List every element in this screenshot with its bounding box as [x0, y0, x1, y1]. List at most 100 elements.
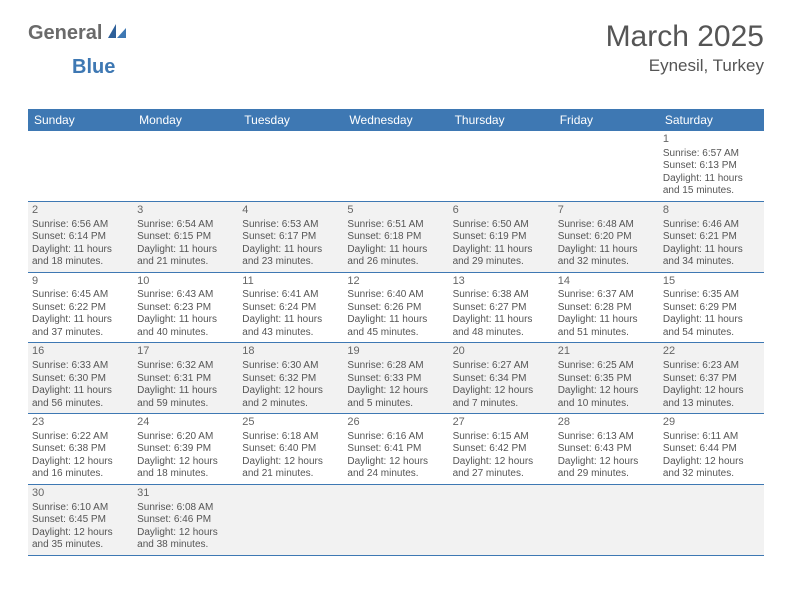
day-info-line: Daylight: 12 hours: [663, 456, 760, 469]
day-number: 22: [663, 345, 760, 359]
day-number: 27: [453, 416, 550, 430]
day-info-line: Sunset: 6:15 PM: [137, 231, 234, 244]
day-info-line: and 34 minutes.: [663, 256, 760, 269]
month-title: March 2025: [606, 20, 764, 54]
day-info-line: and 40 minutes.: [137, 327, 234, 340]
day-info-line: Sunrise: 6:56 AM: [32, 219, 129, 232]
day-cell: 29Sunrise: 6:11 AMSunset: 6:44 PMDayligh…: [659, 414, 764, 484]
day-info-line: Sunrise: 6:13 AM: [558, 431, 655, 444]
day-info-line: Sunset: 6:29 PM: [663, 302, 760, 315]
day-cell: 3Sunrise: 6:54 AMSunset: 6:15 PMDaylight…: [133, 202, 238, 272]
day-info-line: Daylight: 11 hours: [347, 244, 444, 257]
day-info-line: Sunset: 6:33 PM: [347, 373, 444, 386]
day-cell: 27Sunrise: 6:15 AMSunset: 6:42 PMDayligh…: [449, 414, 554, 484]
day-cell: 28Sunrise: 6:13 AMSunset: 6:43 PMDayligh…: [554, 414, 659, 484]
day-number: 30: [32, 487, 129, 501]
day-info-line: Sunset: 6:21 PM: [663, 231, 760, 244]
day-info-line: Daylight: 12 hours: [453, 385, 550, 398]
day-info-line: Sunrise: 6:23 AM: [663, 360, 760, 373]
day-info-line: and 29 minutes.: [558, 468, 655, 481]
day-info-line: Sunset: 6:35 PM: [558, 373, 655, 386]
day-info-line: Sunrise: 6:48 AM: [558, 219, 655, 232]
day-cell: 2Sunrise: 6:56 AMSunset: 6:14 PMDaylight…: [28, 202, 133, 272]
dow-cell: Sunday: [28, 109, 133, 131]
day-info-line: Sunset: 6:19 PM: [453, 231, 550, 244]
day-info-line: Sunset: 6:45 PM: [32, 514, 129, 527]
dow-cell: Friday: [554, 109, 659, 131]
day-cell: [449, 485, 554, 555]
day-number: 12: [347, 275, 444, 289]
day-info-line: Sunrise: 6:08 AM: [137, 502, 234, 515]
logo: General: [28, 22, 130, 45]
day-info-line: Sunset: 6:27 PM: [453, 302, 550, 315]
day-info-line: Daylight: 11 hours: [32, 244, 129, 257]
day-info-line: and 45 minutes.: [347, 327, 444, 340]
day-info-line: Sunset: 6:40 PM: [242, 443, 339, 456]
day-info-line: and 37 minutes.: [32, 327, 129, 340]
day-number: 24: [137, 416, 234, 430]
day-cell: 20Sunrise: 6:27 AMSunset: 6:34 PMDayligh…: [449, 343, 554, 413]
day-info-line: Sunset: 6:42 PM: [453, 443, 550, 456]
day-info-line: Sunset: 6:39 PM: [137, 443, 234, 456]
day-info-line: Sunrise: 6:38 AM: [453, 289, 550, 302]
day-info-line: Daylight: 11 hours: [137, 244, 234, 257]
day-info-line: Daylight: 12 hours: [32, 527, 129, 540]
day-info-line: Sunset: 6:28 PM: [558, 302, 655, 315]
day-number: 31: [137, 487, 234, 501]
day-number: 3: [137, 204, 234, 218]
day-info-line: Sunset: 6:41 PM: [347, 443, 444, 456]
day-info-line: Daylight: 12 hours: [663, 385, 760, 398]
day-info-line: Daylight: 11 hours: [663, 314, 760, 327]
dow-cell: Wednesday: [343, 109, 448, 131]
day-info-line: Sunrise: 6:15 AM: [453, 431, 550, 444]
day-info-line: Daylight: 12 hours: [558, 456, 655, 469]
day-info-line: Sunrise: 6:28 AM: [347, 360, 444, 373]
calendar: SundayMondayTuesdayWednesdayThursdayFrid…: [28, 109, 764, 556]
day-info-line: Sunset: 6:14 PM: [32, 231, 129, 244]
day-info-line: Daylight: 12 hours: [32, 456, 129, 469]
day-info-line: Daylight: 11 hours: [137, 385, 234, 398]
day-info-line: and 43 minutes.: [242, 327, 339, 340]
day-info-line: Sunset: 6:24 PM: [242, 302, 339, 315]
day-number: 10: [137, 275, 234, 289]
day-info-line: Daylight: 11 hours: [242, 244, 339, 257]
day-cell: 18Sunrise: 6:30 AMSunset: 6:32 PMDayligh…: [238, 343, 343, 413]
day-info-line: Sunrise: 6:37 AM: [558, 289, 655, 302]
day-info-line: Sunrise: 6:35 AM: [663, 289, 760, 302]
day-info-line: Daylight: 11 hours: [558, 314, 655, 327]
day-info-line: Daylight: 12 hours: [347, 385, 444, 398]
day-cell: 30Sunrise: 6:10 AMSunset: 6:45 PMDayligh…: [28, 485, 133, 555]
week-row: 9Sunrise: 6:45 AMSunset: 6:22 PMDaylight…: [28, 273, 764, 344]
day-cell: [133, 131, 238, 201]
day-number: 26: [347, 416, 444, 430]
day-info-line: and 7 minutes.: [453, 398, 550, 411]
day-info-line: and 18 minutes.: [32, 256, 129, 269]
day-info-line: Daylight: 11 hours: [137, 314, 234, 327]
day-number: 19: [347, 345, 444, 359]
day-info-line: and 48 minutes.: [453, 327, 550, 340]
day-info-line: and 35 minutes.: [32, 539, 129, 552]
day-cell: 10Sunrise: 6:43 AMSunset: 6:23 PMDayligh…: [133, 273, 238, 343]
day-info-line: Sunset: 6:26 PM: [347, 302, 444, 315]
day-info-line: Daylight: 11 hours: [32, 385, 129, 398]
day-info-line: Sunset: 6:17 PM: [242, 231, 339, 244]
day-info-line: and 16 minutes.: [32, 468, 129, 481]
day-info-line: and 10 minutes.: [558, 398, 655, 411]
day-number: 8: [663, 204, 760, 218]
day-cell: 5Sunrise: 6:51 AMSunset: 6:18 PMDaylight…: [343, 202, 448, 272]
day-info-line: and 24 minutes.: [347, 468, 444, 481]
day-info-line: and 56 minutes.: [32, 398, 129, 411]
day-info-line: Sunrise: 6:45 AM: [32, 289, 129, 302]
day-info-line: and 32 minutes.: [663, 468, 760, 481]
day-info-line: Sunrise: 6:43 AM: [137, 289, 234, 302]
day-info-line: Daylight: 12 hours: [453, 456, 550, 469]
day-info-line: Daylight: 11 hours: [453, 244, 550, 257]
day-cell: [28, 131, 133, 201]
day-info-line: Sunset: 6:37 PM: [663, 373, 760, 386]
day-info-line: Daylight: 12 hours: [242, 456, 339, 469]
day-info-line: Daylight: 12 hours: [137, 456, 234, 469]
day-info-line: and 5 minutes.: [347, 398, 444, 411]
day-number: 1: [663, 133, 760, 147]
day-info-line: Sunset: 6:30 PM: [32, 373, 129, 386]
day-number: 7: [558, 204, 655, 218]
